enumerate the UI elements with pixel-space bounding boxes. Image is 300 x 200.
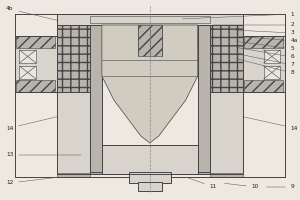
Bar <box>16 36 56 48</box>
Bar <box>198 145 210 174</box>
Bar <box>264 66 280 79</box>
Bar <box>15 36 57 92</box>
Text: 1: 1 <box>182 11 294 19</box>
Bar <box>244 80 283 92</box>
Text: 3: 3 <box>236 30 294 36</box>
Bar <box>16 80 56 92</box>
Text: 10: 10 <box>224 183 259 190</box>
Bar <box>129 172 171 183</box>
Text: 11: 11 <box>188 178 217 190</box>
Bar <box>243 36 285 92</box>
Bar <box>90 25 102 172</box>
Text: 4b: 4b <box>6 6 57 20</box>
Text: 9: 9 <box>266 184 294 190</box>
Text: 14: 14 <box>242 117 298 130</box>
Bar <box>102 25 198 52</box>
Text: 12: 12 <box>6 177 57 186</box>
Bar <box>90 16 210 23</box>
Bar <box>210 25 243 92</box>
Text: 8: 8 <box>236 59 294 75</box>
Bar <box>244 36 283 48</box>
Bar <box>210 173 243 177</box>
Text: 4a: 4a <box>236 36 298 44</box>
Bar <box>20 66 36 79</box>
Bar <box>264 50 280 63</box>
Bar <box>57 25 90 92</box>
Polygon shape <box>102 25 198 143</box>
Bar <box>20 50 36 63</box>
Bar <box>180 25 210 50</box>
Bar <box>57 14 243 25</box>
Bar <box>57 25 90 174</box>
Bar <box>150 25 162 56</box>
Bar <box>90 25 120 50</box>
Text: 13: 13 <box>6 152 81 158</box>
Bar <box>138 182 162 191</box>
Text: 2: 2 <box>212 22 294 27</box>
Text: 5: 5 <box>236 41 294 51</box>
Bar <box>210 25 243 174</box>
Text: 14: 14 <box>6 117 57 130</box>
Bar <box>102 145 198 174</box>
Bar <box>90 145 102 174</box>
Bar <box>198 25 210 172</box>
Text: 7: 7 <box>236 54 294 68</box>
Bar <box>90 25 210 50</box>
Text: 6: 6 <box>236 47 294 60</box>
Bar <box>138 25 150 56</box>
Bar <box>57 173 90 177</box>
